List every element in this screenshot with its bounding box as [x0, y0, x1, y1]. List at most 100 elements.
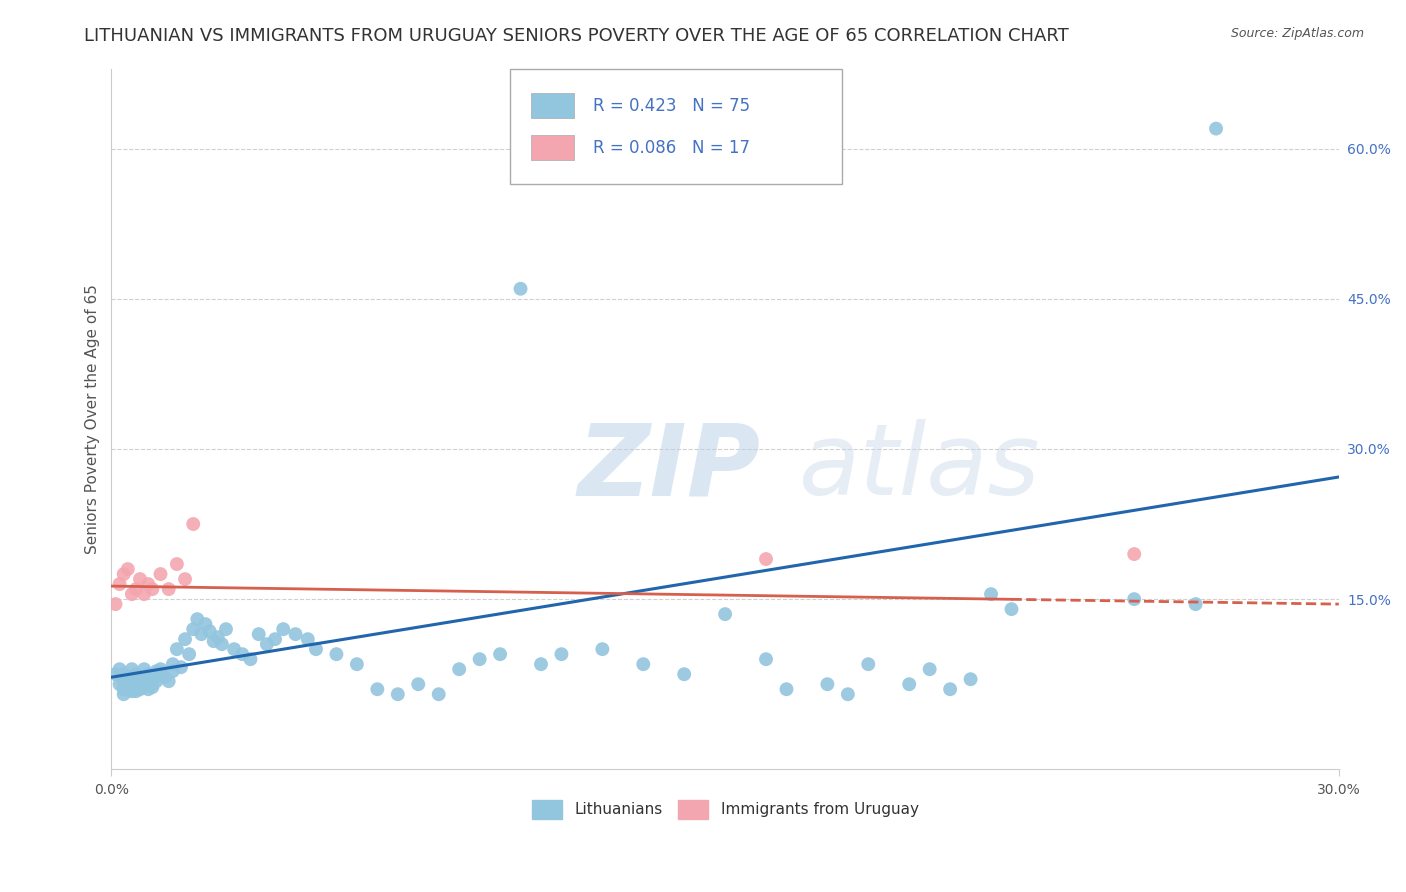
Point [775, 682, 797, 697]
Point [108, 677, 131, 691]
Point [112, 687, 135, 701]
Legend: Lithuanians, Immigrants from Uruguay: Lithuanians, Immigrants from Uruguay [526, 794, 925, 825]
Point [714, 607, 737, 621]
Point [231, 647, 253, 661]
Point [108, 662, 131, 676]
Point [112, 567, 135, 582]
Point [145, 664, 167, 678]
Point [284, 627, 307, 641]
Point [134, 672, 156, 686]
Point [121, 662, 143, 676]
Point [366, 682, 388, 697]
Point [141, 582, 163, 596]
Point [224, 642, 246, 657]
Point [468, 652, 491, 666]
Point [117, 672, 139, 686]
Point [1000, 602, 1022, 616]
Point [149, 667, 172, 681]
Point [104, 667, 127, 681]
Point [157, 582, 180, 596]
Point [112, 667, 135, 681]
Point [673, 667, 696, 681]
Point [121, 677, 143, 691]
Point [117, 682, 139, 697]
Point [325, 647, 347, 661]
Point [181, 516, 204, 531]
Point [117, 670, 139, 684]
Point [129, 682, 152, 697]
Point [174, 632, 197, 647]
Point [141, 677, 163, 691]
Point [427, 687, 450, 701]
Point [207, 630, 229, 644]
Point [489, 647, 512, 661]
Point [271, 622, 294, 636]
Point [591, 642, 613, 657]
Point [297, 632, 319, 647]
Point [939, 682, 962, 697]
Point [125, 672, 148, 686]
Point [215, 622, 238, 636]
Point [239, 652, 262, 666]
Point [125, 582, 148, 596]
Point [858, 657, 880, 672]
Point [162, 657, 184, 672]
Point [108, 577, 131, 591]
Point [166, 642, 188, 657]
Point [264, 632, 287, 647]
Point [112, 674, 135, 689]
Point [125, 680, 148, 694]
Point [153, 670, 176, 684]
Point [305, 642, 328, 657]
Point [179, 647, 201, 661]
Point [837, 687, 859, 701]
Point [117, 562, 139, 576]
Point [121, 684, 143, 698]
Text: Source: ZipAtlas.com: Source: ZipAtlas.com [1230, 27, 1364, 40]
FancyBboxPatch shape [510, 69, 842, 184]
Point [1123, 592, 1146, 607]
Point [202, 634, 225, 648]
Point [198, 624, 221, 639]
Point [129, 670, 152, 684]
Point [211, 637, 233, 651]
Point [190, 627, 212, 641]
Point [449, 662, 471, 676]
Point [1205, 121, 1227, 136]
Point [134, 677, 156, 691]
FancyBboxPatch shape [531, 136, 574, 160]
Point [136, 667, 159, 681]
Point [755, 552, 778, 566]
Point [141, 672, 163, 686]
Point [145, 674, 167, 689]
Point [633, 657, 655, 672]
Point [181, 622, 204, 636]
Text: ZIP: ZIP [578, 419, 761, 516]
Point [136, 577, 159, 591]
FancyBboxPatch shape [531, 94, 574, 118]
Text: R = 0.086   N = 17: R = 0.086 N = 17 [592, 139, 749, 157]
Y-axis label: Seniors Poverty Over the Age of 65: Seniors Poverty Over the Age of 65 [86, 284, 100, 554]
Point [959, 672, 981, 686]
Point [157, 674, 180, 689]
Point [136, 674, 159, 689]
Point [980, 587, 1002, 601]
Point [898, 677, 921, 691]
Point [136, 682, 159, 697]
Point [247, 627, 270, 641]
Text: R = 0.423   N = 75: R = 0.423 N = 75 [592, 96, 749, 115]
Point [104, 597, 127, 611]
Point [509, 282, 531, 296]
Point [170, 660, 193, 674]
Point [134, 662, 156, 676]
Point [112, 682, 135, 697]
Point [1184, 597, 1206, 611]
Point [815, 677, 838, 691]
Text: LITHUANIAN VS IMMIGRANTS FROM URUGUAY SENIORS POVERTY OVER THE AGE OF 65 CORRELA: LITHUANIAN VS IMMIGRANTS FROM URUGUAY SE… [84, 27, 1069, 45]
Point [134, 587, 156, 601]
Point [129, 572, 152, 586]
Point [166, 557, 188, 571]
Point [121, 587, 143, 601]
Point [174, 572, 197, 586]
Point [530, 657, 553, 672]
